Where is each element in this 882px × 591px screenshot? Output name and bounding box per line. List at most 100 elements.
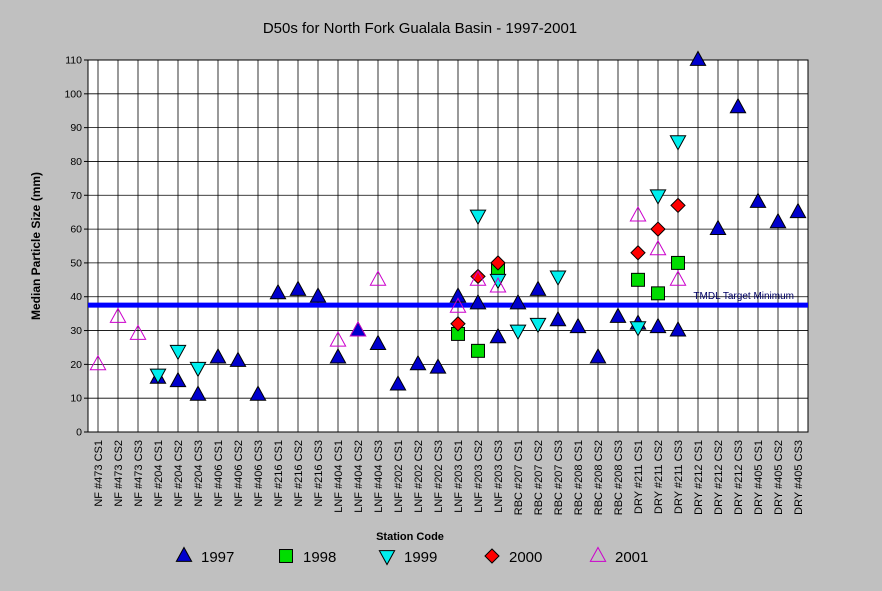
x-tick-label: DRY #405 CS2: [773, 440, 785, 515]
data-point-1997: [669, 320, 687, 337]
data-point-1999: [529, 317, 547, 334]
data-point-2001: [329, 331, 347, 347]
data-point-1997: [769, 212, 787, 229]
data-point-1997: [209, 348, 227, 364]
y-tick-label: 30: [70, 325, 82, 337]
x-tick-label: NF #204 CS3: [193, 440, 205, 507]
data-point-1997: [589, 348, 607, 364]
x-axis-label: Station Code: [376, 531, 444, 543]
data-point-2001: [89, 354, 107, 371]
data-point-1997: [529, 280, 547, 296]
legend-label-1997: 1997: [201, 549, 234, 566]
data-point-2001: [629, 205, 647, 222]
data-point-1997: [389, 375, 407, 391]
data-point-1997: [469, 293, 487, 310]
data-point-1999: [669, 135, 687, 151]
data-point-2001: [109, 307, 127, 323]
legend-marker-1998: [279, 549, 293, 563]
data-point-1997: [709, 219, 727, 235]
data-point-1999: [189, 361, 207, 378]
legend-label-2000: 2000: [509, 549, 542, 566]
plot-area: [87, 59, 809, 433]
x-tick-label: NF #216 CS3: [313, 440, 325, 507]
x-axis-ticks: NF #473 CS1 NF #473 CS2 NF #473 CS3 NF #204…: [93, 440, 805, 515]
data-point-2000: [450, 316, 466, 332]
data-point-1998: [471, 343, 485, 358]
legend-label-1998: 1998: [303, 549, 336, 566]
y-tick-label: 0: [76, 427, 82, 439]
y-tick-label: 40: [70, 291, 82, 303]
data-point-1997: [289, 280, 307, 296]
data-point-1997: [489, 327, 507, 344]
x-tick-label: RBC #208 CS3: [613, 440, 625, 515]
data-point-1997: [749, 192, 767, 208]
data-point-1999: [629, 321, 647, 337]
data-point-1997: [309, 287, 327, 303]
tmdl-reference-label: TMDL Target Minimum: [693, 291, 794, 302]
y-tick-label: 110: [65, 55, 82, 67]
data-point-1997: [249, 385, 267, 401]
y-axis-label: Median Particle Size (mm): [29, 172, 43, 320]
x-tick-label: DRY #212 CS3: [733, 440, 745, 515]
data-point-1997: [329, 348, 347, 364]
x-tick-label: DRY #212 CS2: [713, 440, 725, 515]
legend-marker-1999: [378, 550, 396, 566]
data-point-1999: [489, 273, 507, 290]
data-point-2000: [630, 245, 646, 261]
x-tick-label: NF #204 CS1: [153, 440, 165, 507]
x-tick-label: NF #473 CS2: [113, 440, 125, 507]
data-point-1999: [649, 189, 667, 205]
reference-line-group: TMDL Target Minimum: [88, 291, 808, 308]
legend-marker-2001: [589, 546, 607, 562]
x-tick-label: RBC #207 CS2: [533, 440, 545, 515]
data-point-2000: [670, 197, 686, 214]
data-point-1997: [229, 351, 247, 367]
data-point-2001: [649, 239, 667, 256]
data-point-1997: [789, 202, 807, 219]
y-tick-label: 80: [70, 156, 82, 168]
data-point-2001: [469, 270, 487, 286]
data-point-1997: [729, 97, 747, 114]
x-tick-label: NF #216 CS1: [273, 440, 285, 507]
x-tick-label: NF #406 CS3: [253, 440, 265, 507]
data-point-2000: [650, 221, 666, 237]
data-point-1998: [671, 255, 685, 270]
x-tick-label: RBC #207 CS1: [513, 440, 525, 515]
x-tick-label: RBC #208 CS2: [593, 440, 605, 515]
data-point-1997: [689, 50, 707, 66]
x-tick-label: LNF #203 CS2: [473, 440, 485, 513]
x-tick-label: LNF #404 CS3: [373, 440, 385, 513]
data-point-2001: [669, 270, 687, 286]
y-tick-label: 10: [70, 393, 82, 405]
x-tick-label: NF #406 CS1: [213, 440, 225, 507]
x-tick-label: RBC #208 CS1: [573, 440, 585, 515]
data-point-1997: [409, 354, 427, 371]
chart-title: D50s for North Fork Gualala Basin - 1997…: [263, 20, 577, 37]
data-point-1997: [429, 358, 447, 374]
x-tick-label: DRY #211 CS3: [673, 440, 685, 514]
data-point-1999: [469, 209, 487, 226]
x-tick-label: LNF #202 CS2: [413, 440, 425, 513]
data-point-1998: [631, 272, 645, 287]
data-point-2001: [369, 270, 387, 286]
data-point-1997: [649, 317, 667, 334]
x-tick-label: LNF #203 CS1: [453, 440, 465, 513]
grid-lines: [88, 59, 808, 433]
legend-marker-2000: [484, 548, 500, 564]
y-tick-label: 20: [70, 359, 82, 371]
data-point-1997: [609, 307, 627, 323]
y-tick-label: 50: [70, 257, 82, 269]
data-point-2001: [449, 297, 467, 313]
data-point-1997: [169, 371, 187, 388]
y-axis-ticks: 0 10 20 30 40 50 60 70 80 90 100 110: [64, 55, 88, 439]
data-point-1999: [549, 270, 567, 287]
x-tick-label: DRY #405 CS1: [753, 440, 765, 515]
data-point-1997: [569, 317, 587, 334]
x-tick-label: LNF #202 CS3: [433, 440, 445, 513]
legend-marker-1997: [175, 546, 193, 562]
data-point-1997: [189, 385, 207, 401]
x-tick-label: NF #406 CS2: [233, 440, 245, 507]
data-point-2001: [349, 320, 367, 337]
